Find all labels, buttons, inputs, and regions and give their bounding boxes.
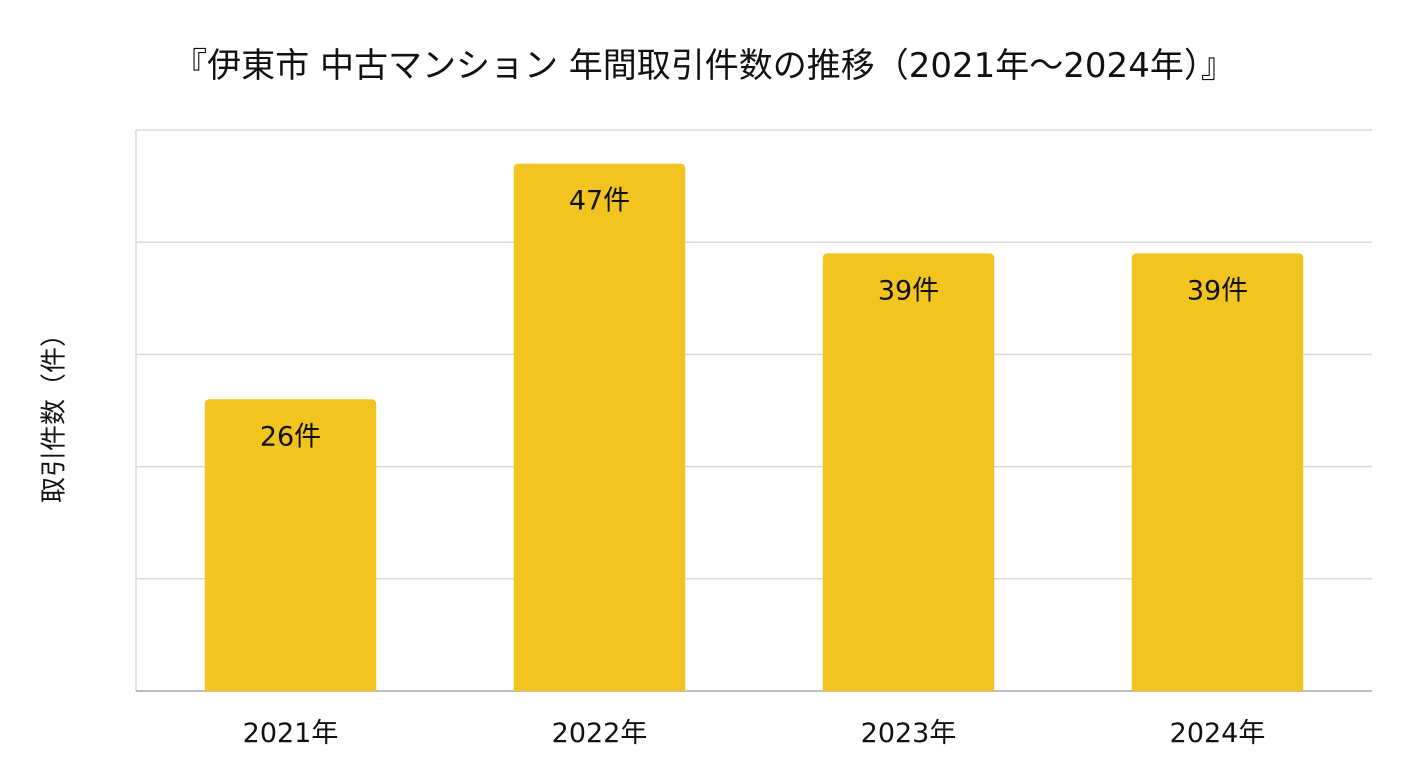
bar-data-label: 39件 bbox=[878, 275, 939, 306]
x-tick-label: 2024年 bbox=[1170, 718, 1266, 749]
bar-data-label: 26件 bbox=[260, 421, 321, 452]
bar-data-labels: 26件 47件 39件 39件 bbox=[260, 186, 1248, 453]
bar-2024年 bbox=[1131, 253, 1304, 692]
bar-2022年 bbox=[513, 163, 686, 691]
bar-data-label: 39件 bbox=[1187, 275, 1248, 306]
bar-2023年 bbox=[822, 253, 995, 692]
chart-title: 『伊東市 中古マンション 年間取引件数の推移（2021年〜2024年）』 bbox=[173, 46, 1235, 86]
x-axis-ticks: 2021年 2022年 2023年 2024年 bbox=[243, 718, 1266, 749]
x-tick-label: 2021年 bbox=[243, 718, 339, 749]
bar-2021年 bbox=[204, 399, 377, 691]
x-tick-label: 2023年 bbox=[861, 718, 957, 749]
bar-data-label: 47件 bbox=[569, 186, 630, 217]
x-tick-label: 2022年 bbox=[552, 718, 648, 749]
bars bbox=[204, 163, 1304, 692]
